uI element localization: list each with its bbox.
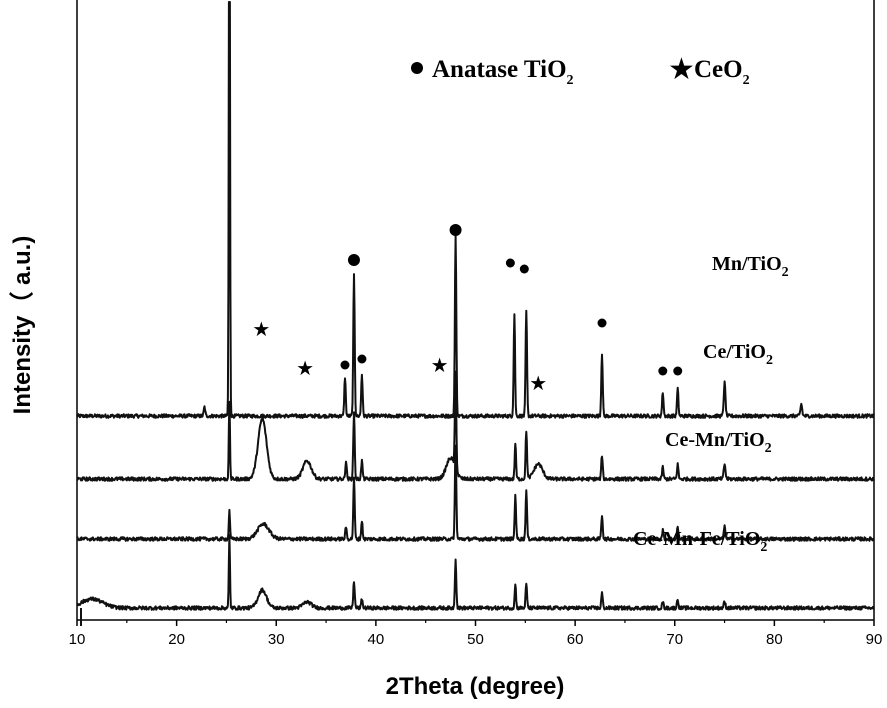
anatase-marker bbox=[357, 354, 367, 364]
series-line bbox=[76, 1, 875, 419]
anatase-marker bbox=[673, 366, 683, 376]
series-line bbox=[76, 533, 875, 611]
ceo2-marker: ★ bbox=[529, 371, 547, 395]
x-tick-label: 90 bbox=[866, 631, 883, 648]
ceo2-marker: ★ bbox=[252, 317, 270, 341]
anatase-marker bbox=[347, 254, 360, 266]
legend-ceo2-label: CeO2 bbox=[694, 56, 750, 88]
series-line bbox=[76, 444, 875, 542]
x-tick-label: 50 bbox=[467, 631, 484, 648]
anatase-marker bbox=[505, 258, 515, 268]
ceo2-marker: ★ bbox=[296, 356, 314, 380]
x-tick-label: 40 bbox=[368, 631, 385, 648]
x-tick-label: 10 bbox=[69, 631, 86, 648]
series-label: Mn/TiO2 bbox=[712, 253, 789, 280]
legend-anatase-label: Anatase TiO2 bbox=[432, 56, 574, 88]
anatase-marker bbox=[658, 366, 668, 376]
series-layer bbox=[76, 1, 875, 626]
x-tick-label: 20 bbox=[168, 631, 185, 648]
x-ticks: 10 20 30 40 50 60 70 80 90 bbox=[69, 620, 883, 648]
y-axis-title: Intensity（ a.u.) bbox=[9, 236, 36, 415]
x-tick-label: 30 bbox=[268, 631, 285, 648]
anatase-marker bbox=[340, 360, 350, 370]
x-tick-label: 80 bbox=[766, 631, 783, 648]
series-labels: Mn/TiO2 Ce/TiO2 Ce-Mn/TiO2 Ce-Mn-Fe/TiO2 bbox=[633, 253, 789, 555]
x-tick-label: 70 bbox=[666, 631, 683, 648]
peak-markers: ★ ★ ★ ★ bbox=[252, 224, 683, 395]
x-tick-label: 60 bbox=[567, 631, 584, 648]
x-axis-title: 2Theta (degree) bbox=[386, 673, 565, 700]
series-label: Ce/TiO2 bbox=[703, 341, 773, 368]
ceo2-marker: ★ bbox=[431, 353, 449, 377]
series-label: Ce-Mn-Fe/TiO2 bbox=[633, 528, 767, 555]
series-label: Ce-Mn/TiO2 bbox=[665, 429, 772, 456]
series-line bbox=[76, 370, 875, 482]
anatase-marker bbox=[597, 318, 607, 328]
legend: Anatase TiO2 ★ CeO2 bbox=[411, 52, 750, 88]
legend-anatase-marker bbox=[411, 62, 423, 74]
anatase-marker bbox=[519, 264, 529, 274]
anatase-marker bbox=[449, 224, 462, 236]
legend-ceo2-marker: ★ bbox=[668, 52, 695, 87]
